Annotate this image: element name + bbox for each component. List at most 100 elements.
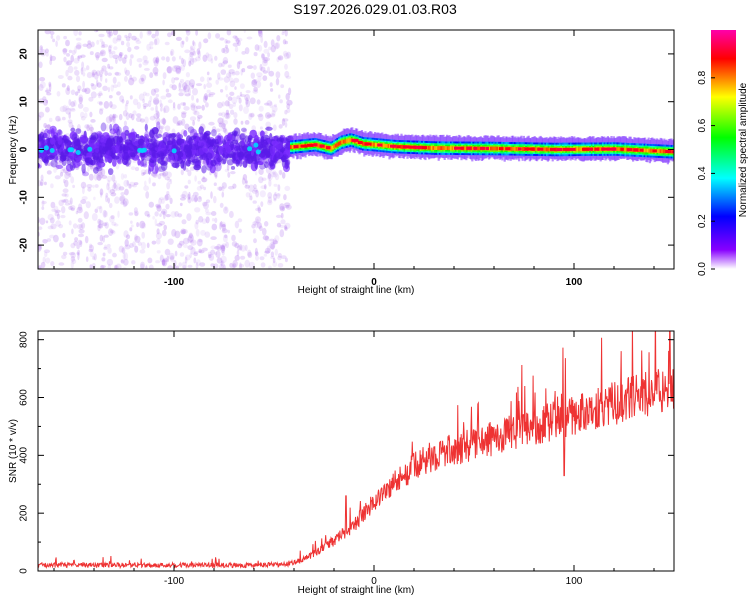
- noise-blob: [99, 38, 104, 43]
- noise-blob: [171, 77, 176, 84]
- noise-blob: [258, 105, 264, 112]
- noise-blob: [119, 95, 124, 103]
- noise-blob: [68, 99, 72, 106]
- noise-blob: [209, 92, 216, 96]
- noise-blob: [105, 150, 112, 157]
- noise-blob: [105, 192, 109, 198]
- noise-blob: [210, 58, 214, 64]
- ridge-core: [294, 145, 299, 149]
- noise-blob: [202, 95, 208, 103]
- noise-blob: [128, 113, 133, 119]
- noise-blob: [249, 97, 256, 105]
- noise-blob: [105, 78, 108, 83]
- noise-blob: [221, 249, 225, 256]
- noise-blob: [160, 210, 166, 214]
- noise-blob: [253, 65, 257, 70]
- noise-blob: [249, 192, 252, 198]
- ridge-segment: [514, 147, 517, 151]
- colorbar-tick-label: 0.0: [697, 262, 708, 276]
- noise-blob: [38, 147, 44, 153]
- noise-blob: [218, 122, 223, 128]
- noise-blob: [178, 240, 185, 246]
- noise-blob: [133, 210, 139, 216]
- noise-blob: [100, 168, 106, 177]
- noise-blob: [224, 112, 231, 120]
- noise-blob: [279, 170, 283, 176]
- noise-blob: [86, 151, 93, 160]
- noise-blob: [232, 102, 237, 107]
- ridge-segment: [515, 147, 519, 151]
- noise-blob: [255, 80, 262, 89]
- noise-blob: [224, 168, 230, 173]
- noise-blob: [226, 30, 232, 36]
- noise-blob: [78, 96, 83, 105]
- noise-blob: [171, 56, 176, 62]
- noise-blob: [107, 32, 111, 38]
- noise-blob: [181, 40, 185, 45]
- noise-blob: [43, 249, 51, 254]
- noise-blob: [58, 224, 64, 229]
- noise-blob: [160, 126, 163, 134]
- noise-blob: [265, 126, 273, 131]
- noise-blob: [278, 124, 283, 129]
- noise-blob: [219, 263, 223, 269]
- noise-blob: [214, 55, 218, 61]
- noise-blob: [129, 74, 132, 80]
- noise-blob: [100, 192, 103, 198]
- noise-blob: [38, 226, 43, 230]
- noise-blob: [158, 198, 163, 205]
- noise-blob: [270, 171, 276, 178]
- noise-blob: [139, 160, 144, 167]
- noise-blob: [239, 91, 243, 97]
- ridge-segment: [347, 138, 351, 143]
- noise-blob: [59, 146, 66, 154]
- noise-blob: [268, 179, 272, 187]
- noise-blob: [244, 184, 251, 189]
- noise-blob: [116, 38, 122, 42]
- noise-blob: [250, 72, 255, 79]
- noise-blob: [121, 247, 126, 254]
- noise-blob: [167, 238, 174, 245]
- noise-blob: [64, 193, 69, 198]
- noise-blob: [140, 261, 145, 269]
- noise-blob: [277, 253, 282, 258]
- noise-blob: [102, 209, 107, 218]
- noise-blob: [272, 193, 278, 200]
- noise-blob: [110, 116, 116, 123]
- noise-blob: [110, 84, 114, 92]
- noise-blob: [188, 88, 191, 95]
- noise-blob: [61, 83, 66, 88]
- noise-blob: [132, 110, 137, 116]
- noise-blob: [78, 94, 84, 102]
- noise-blob: [85, 201, 91, 209]
- noise-blob: [85, 256, 89, 263]
- noise-blob: [166, 140, 174, 145]
- noise-blob: [171, 132, 177, 138]
- noise-blob: [161, 208, 168, 216]
- noise-blob: [61, 193, 67, 197]
- noise-blob: [129, 181, 136, 187]
- noise-blob: [112, 54, 119, 60]
- noise-blob: [225, 47, 230, 54]
- noise-blob: [77, 217, 83, 223]
- noise-blob: [142, 55, 148, 62]
- noise-blob: [124, 67, 127, 74]
- noise-blob: [184, 123, 190, 130]
- noise-blob: [65, 59, 72, 66]
- noise-blob: [282, 50, 288, 57]
- noise-blob: [106, 182, 110, 191]
- noise-blob: [99, 264, 105, 269]
- noise-blob: [109, 128, 117, 135]
- noise-blob: [70, 89, 76, 96]
- noise-blob: [108, 52, 114, 59]
- noise-blob: [112, 37, 118, 44]
- noise-blob: [176, 121, 181, 126]
- noise-blob: [106, 243, 111, 248]
- noise-blob: [162, 118, 166, 126]
- noise-blob: [181, 112, 187, 119]
- noise-blob: [56, 164, 63, 169]
- noise-blob: [86, 72, 93, 79]
- noise-blob: [214, 217, 218, 223]
- noise-blob: [77, 239, 83, 246]
- noise-blob: [104, 155, 113, 163]
